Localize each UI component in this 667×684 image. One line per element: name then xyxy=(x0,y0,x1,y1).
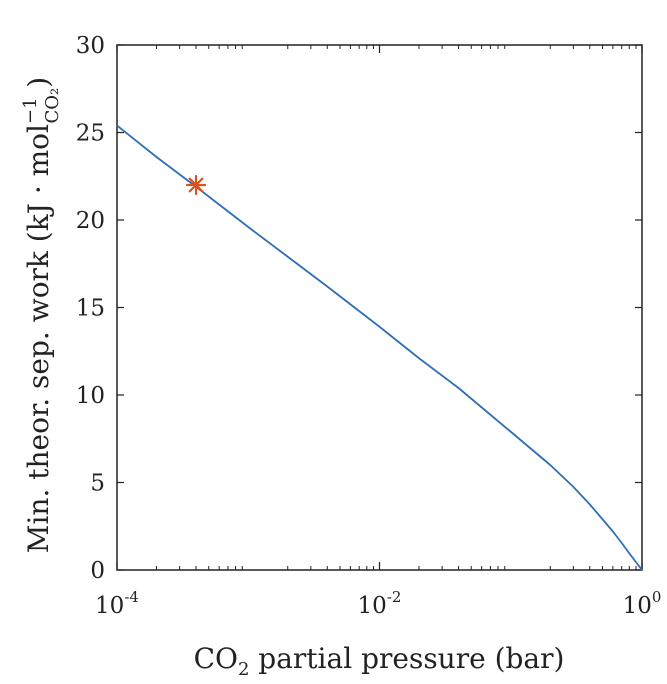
series-line xyxy=(116,124,643,571)
y-tick-label: 10 xyxy=(76,383,105,409)
y-tick-label: 0 xyxy=(90,558,105,584)
y-axis-title-sup: −1 xyxy=(20,97,41,124)
y-axis-title: Min. theor. sep. work (kJ · mol−1CO₂) xyxy=(20,77,63,553)
y-tick-label: 20 xyxy=(76,208,105,234)
x-axis-title: CO2 partial pressure (bar) xyxy=(194,642,565,680)
asterisk-marker xyxy=(185,174,207,196)
y-tick-label: 5 xyxy=(90,471,105,497)
y-tick-label: 25 xyxy=(76,121,105,147)
x-axis-title-text: CO xyxy=(194,642,238,675)
x-axis-title-sub: 2 xyxy=(238,659,249,680)
plot-area xyxy=(116,44,643,571)
svg-text:Min. theor. sep. work (kJ · mo: Min. theor. sep. work (kJ · mol−1CO₂) xyxy=(20,77,63,553)
axis-ticks: 0 5 10 15 20 25 30 10-4 10-2 100 xyxy=(76,33,662,619)
x-tick-label: 10-4 xyxy=(95,588,139,619)
x-tick-label: 10-2 xyxy=(358,588,402,619)
series-layer xyxy=(116,124,643,571)
x-axis-title-rest: partial pressure (bar) xyxy=(249,642,564,675)
x-tick-label: 100 xyxy=(623,588,662,619)
y-axis-title-text: Min. theor. sep. work (kJ · mol xyxy=(22,124,55,553)
y-tick-label: 15 xyxy=(76,296,105,322)
y-axis-title-close: ) xyxy=(22,77,55,88)
marker-layer xyxy=(185,174,207,196)
y-tick-label: 30 xyxy=(76,33,105,59)
y-axis-title-sub: CO₂ xyxy=(42,88,63,124)
